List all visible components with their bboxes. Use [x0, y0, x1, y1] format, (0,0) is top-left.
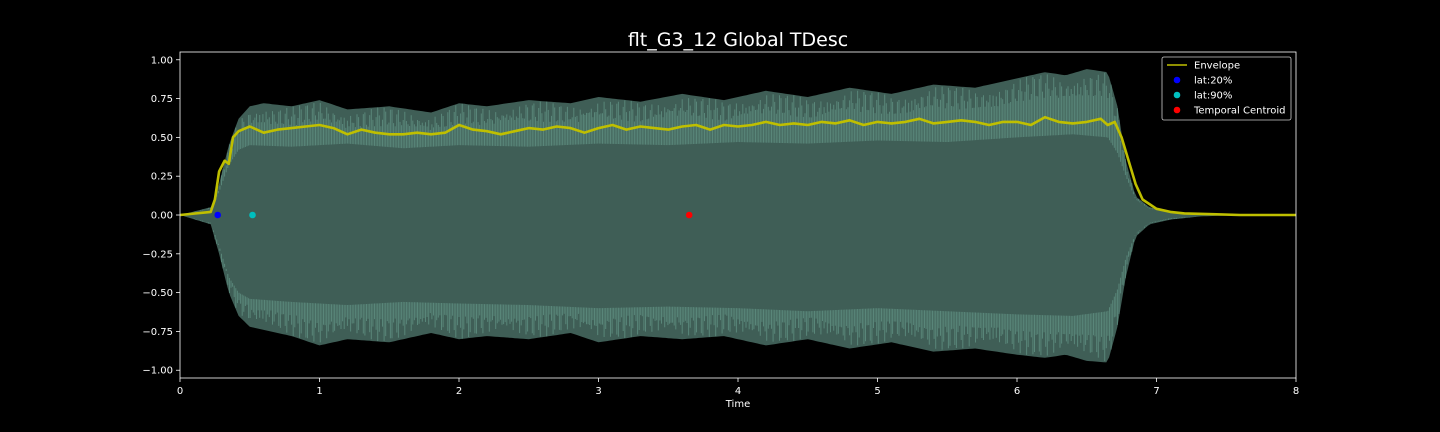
legend-label: Temporal Centroid: [1193, 106, 1286, 117]
x-tick-label: 8: [1293, 386, 1299, 397]
y-tick-label: 0.75: [151, 94, 173, 105]
chart-title: flt_G3_12 Global TDesc: [628, 29, 848, 51]
point-marker: [214, 211, 221, 219]
y-axis: −1.00 −0.75 −0.50 −0.25 0.00 0.25 0.50 0.75 1.00: [142, 55, 180, 377]
x-tick-label: 7: [1153, 386, 1159, 397]
legend-swatch-dot: [1173, 91, 1181, 99]
x-tick-label: 0: [177, 386, 183, 397]
waveform-oscillations: [184, 72, 1197, 362]
legend-swatch-dot: [1173, 76, 1181, 84]
x-tick-label: 3: [595, 386, 601, 397]
legend-swatch-dot: [1173, 106, 1181, 114]
x-tick-label: 5: [874, 386, 880, 397]
y-tick-label: 0.00: [151, 211, 173, 222]
y-tick-label: −0.50: [142, 288, 173, 299]
y-tick-label: −0.75: [142, 327, 173, 338]
plot-area: [180, 69, 1296, 363]
x-tick-label: 6: [1014, 386, 1020, 397]
x-tick-label: 2: [456, 386, 462, 397]
legend-box: [1161, 56, 1292, 121]
y-tick-label: 0.50: [151, 133, 173, 144]
series-line-envelope: [180, 115, 1296, 217]
y-tick-label: −1.00: [142, 366, 173, 377]
x-tick-label: 1: [316, 386, 322, 397]
y-tick-label: 1.00: [151, 55, 173, 66]
legend: Envelope lat:20% lat:90% Temporal Centroid: [1161, 56, 1292, 121]
x-tick-label: 4: [735, 386, 741, 397]
legend-label: lat:90%: [1194, 91, 1232, 102]
x-axis: 0 1 2 3 4 5 6 7 8: [177, 378, 1299, 397]
point-marker: [249, 211, 256, 219]
y-tick-label: −0.25: [142, 249, 173, 260]
legend-label: lat:20%: [1194, 76, 1232, 87]
x-axis-label: Time: [725, 399, 750, 410]
legend-label: Envelope: [1194, 61, 1240, 72]
y-tick-label: 0.25: [151, 172, 173, 183]
point-marker: [685, 211, 693, 219]
